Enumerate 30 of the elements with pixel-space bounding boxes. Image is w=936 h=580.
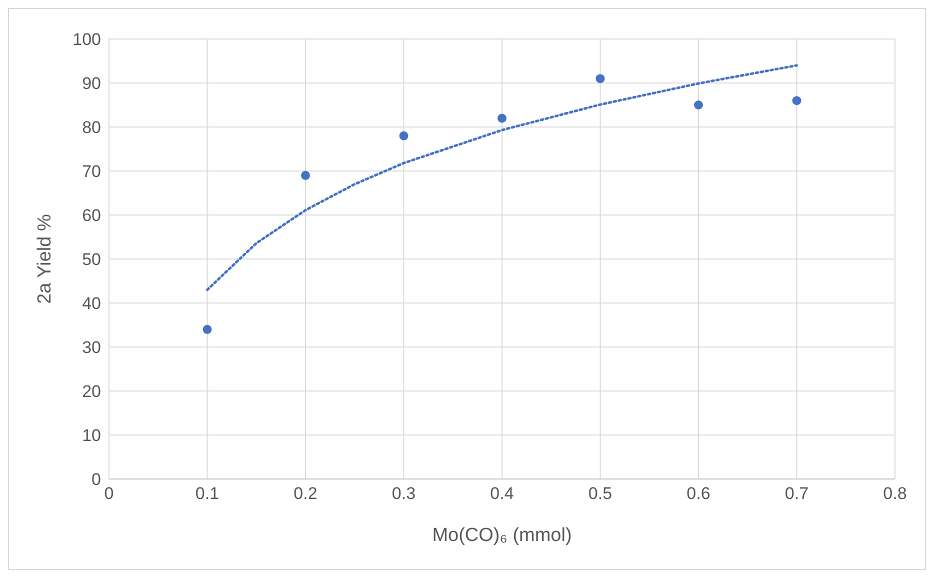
x-axis-title: Mo(CO)₆ (mmol): [432, 525, 572, 546]
line-series: [206, 64, 798, 292]
y-tick-label: 40: [82, 294, 101, 314]
x-tick-label: 0.3: [392, 484, 416, 504]
x-tick-label: 0.8: [883, 484, 907, 504]
x-tick-label: 0.7: [784, 484, 809, 504]
y-axis-title: 2a Yield %: [34, 214, 56, 304]
y-tick-label: 0: [92, 470, 101, 490]
y-tick-label: 10: [82, 426, 101, 446]
y-tick-label: 90: [82, 74, 101, 94]
y-tick-label: 30: [82, 338, 101, 358]
y-tick-label: 70: [82, 162, 101, 182]
point: [498, 114, 506, 123]
y-tick-label: 50: [82, 250, 101, 270]
x-tick-label: 0.6: [686, 484, 710, 504]
y-tick-label: 20: [82, 382, 101, 402]
x-tick-label: 0.4: [490, 484, 514, 504]
point: [694, 100, 703, 110]
x-tick-label: 0.2: [294, 484, 318, 504]
x-tick-label: 0: [104, 484, 114, 504]
y-tick-label: 80: [82, 118, 101, 138]
y-tick-label: 100: [72, 30, 101, 50]
point: [202, 324, 212, 334]
point: [792, 96, 802, 106]
y-tick-label: 60: [82, 206, 101, 226]
point: [596, 74, 605, 84]
point: [399, 131, 408, 140]
x-tick-label: 0.1: [195, 484, 220, 504]
point: [301, 170, 310, 180]
x-tick-label: 0.5: [588, 484, 612, 504]
